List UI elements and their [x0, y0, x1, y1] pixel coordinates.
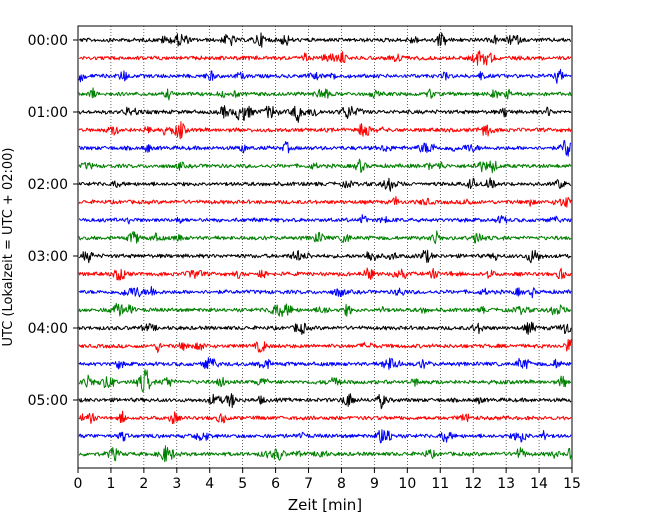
- trace-0115: [78, 121, 572, 140]
- x-tick-label-15: 15: [563, 476, 581, 492]
- trace-0430: [78, 357, 572, 370]
- x-tick-label-5: 5: [238, 476, 247, 492]
- x-tick-label-13: 13: [497, 476, 515, 492]
- y-axis-label: UTC (Lokalzeit = UTC + 02:00): [1, 148, 16, 347]
- trace-0015: [78, 50, 572, 66]
- y-tick-label-00:00: 00:00: [28, 33, 68, 49]
- y-tick-label-02:00: 02:00: [28, 177, 68, 193]
- plot-frame: [77, 25, 573, 469]
- trace-0100: [78, 105, 572, 123]
- trace-0330: [78, 285, 572, 299]
- x-tick-label-3: 3: [172, 476, 181, 492]
- x-tick-label-8: 8: [337, 476, 346, 492]
- trace-0400: [78, 321, 572, 336]
- y-tick-label-05:00: 05:00: [28, 393, 68, 409]
- trace-0145: [78, 158, 572, 174]
- trace-0200: [78, 177, 572, 192]
- trace-0545: [78, 445, 572, 463]
- y-tick-label-01:00: 01:00: [28, 105, 68, 121]
- x-axis-label: Zeit [min]: [288, 496, 362, 514]
- trace-0515: [78, 410, 572, 425]
- trace-group: [78, 32, 572, 463]
- trace-0300: [78, 249, 572, 264]
- x-tick-label-10: 10: [398, 476, 416, 492]
- x-axis-ticks: 0 1 2 3 4 5 6 7 8 9 10 11 12 13 14 15: [74, 468, 581, 492]
- trace-0500: [78, 393, 572, 410]
- x-tick-label-9: 9: [370, 476, 379, 492]
- x-tick-label-4: 4: [205, 476, 214, 492]
- y-tick-label-03:00: 03:00: [28, 249, 68, 265]
- x-tick-label-7: 7: [304, 476, 313, 492]
- trace-0130: [78, 140, 572, 157]
- y-axis-ticks: 00:00 01:00 02:00 03:00 04:00 05:00: [28, 33, 78, 409]
- x-tick-label-11: 11: [431, 476, 449, 492]
- trace-0030: [78, 68, 572, 84]
- trace-0315: [78, 267, 572, 281]
- trace-0415: [78, 339, 572, 353]
- x-tick-label-12: 12: [464, 476, 482, 492]
- trace-0045: [78, 87, 572, 101]
- x-tick-label-0: 0: [74, 476, 83, 492]
- trace-0530: [78, 429, 572, 444]
- y-tick-label-04:00: 04:00: [28, 321, 68, 337]
- trace-0245: [78, 230, 572, 245]
- x-tick-label-6: 6: [271, 476, 280, 492]
- trace-0215: [78, 195, 572, 208]
- x-tick-label-14: 14: [530, 476, 548, 492]
- x-tick-label-1: 1: [106, 476, 115, 492]
- trace-0345: [78, 302, 572, 317]
- trace-0445: [78, 369, 572, 393]
- trace-0000: [78, 32, 572, 48]
- trace-0230: [78, 214, 572, 225]
- x-tick-label-2: 2: [139, 476, 148, 492]
